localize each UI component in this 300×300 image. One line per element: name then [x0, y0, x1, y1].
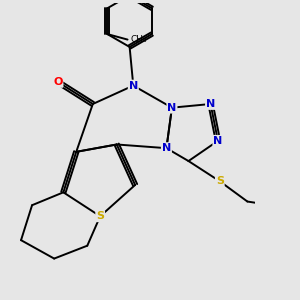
Text: N: N — [162, 143, 171, 153]
Text: N: N — [129, 81, 138, 91]
Text: CH₃: CH₃ — [130, 35, 147, 44]
Text: O: O — [53, 77, 62, 87]
Text: N: N — [206, 99, 215, 109]
Text: S: S — [96, 211, 104, 221]
Text: N: N — [213, 136, 223, 146]
Text: S: S — [216, 176, 224, 186]
Text: N: N — [167, 103, 177, 113]
